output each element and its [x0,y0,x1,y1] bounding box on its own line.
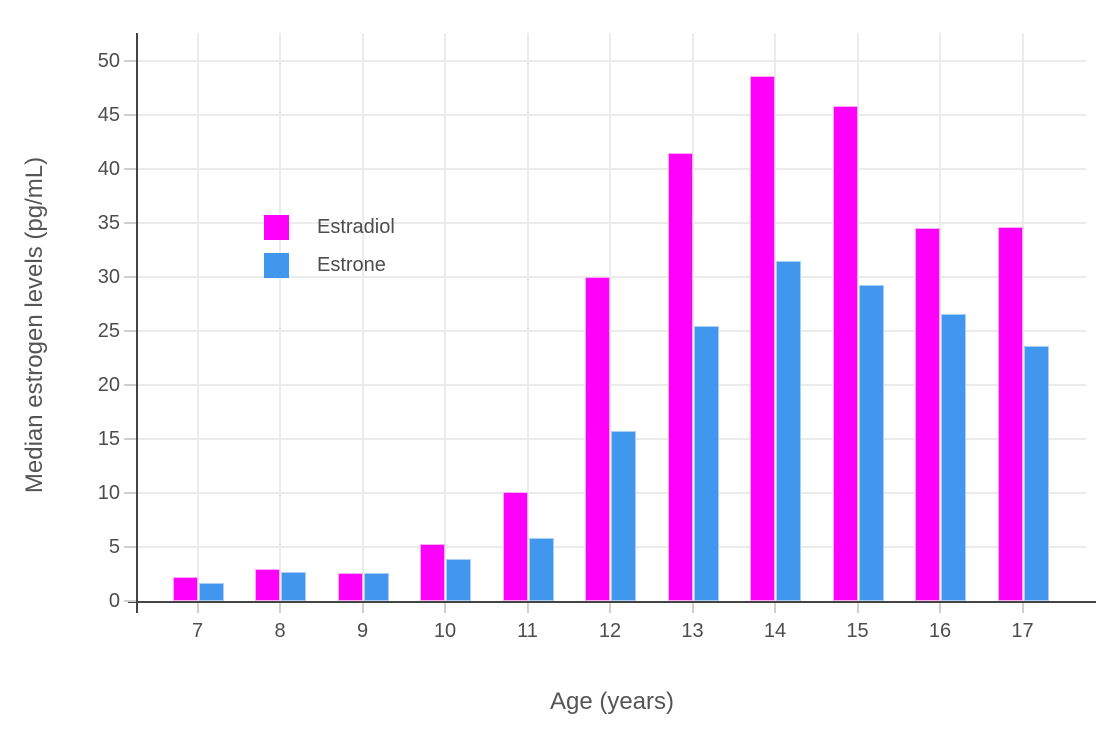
y-gridline [138,114,1086,117]
x-tick-label: 13 [681,620,704,642]
y-tick-mark [124,168,136,171]
x-tick-mark [856,603,859,613]
x-gridline [196,33,199,601]
y-tick-label: 40 [97,158,120,181]
bar-estradiol-age-12[interactable] [585,277,610,601]
x-tick-label: 10 [433,620,457,642]
y-tick-label: 0 [108,590,120,612]
y-tick-label: 5 [108,536,120,558]
y-gridline [138,222,1086,225]
y-gridline [138,384,1086,387]
x-gridline [609,33,611,601]
x-gridline [774,33,776,601]
bar-estrone-age-14[interactable] [776,260,801,601]
y-tick-label: 30 [97,266,120,289]
bar-estrone-age-15[interactable] [858,284,884,601]
x-tick-label: 11 [517,620,538,642]
x-tick-label: 14 [763,620,787,642]
x-tick-mark [279,603,281,613]
legend-item-estradiol[interactable]: Estradiol [264,215,395,240]
bar-estradiol-age-13[interactable] [667,152,693,601]
bar-estrone-age-17[interactable] [1023,346,1049,601]
bar-estrone-age-11[interactable] [528,538,554,601]
x-tick-label: 15 [846,620,869,642]
x-tick-mark [774,603,776,613]
x-tick-label: 16 [928,620,952,642]
bar-estrone-age-9[interactable] [363,572,389,601]
y-gridline [138,276,1086,279]
x-gridline [939,33,941,601]
plot-area: 0 5 10 15 20 25 30 35 40 45 50 7 8 9 10 11 12 13 14 15 16 17 … [98,33,1096,642]
x-gridline [526,33,529,601]
x-tick-mark [444,603,446,613]
x-tick-label: 7 [191,620,204,642]
bar-estrone-age-7[interactable] [198,582,224,601]
bar-estrone-age-16[interactable] [941,313,966,601]
bar-estradiol-age-7[interactable] [172,577,198,601]
y-tick-mark [124,384,136,387]
x-gridline [691,33,694,601]
bar-estrone-age-10[interactable] [446,558,471,601]
x-axis-title: Age (years) [549,688,675,715]
legend: Estradiol Estrone [264,215,395,291]
y-tick-mark [124,438,136,441]
y-tick-mark [124,222,136,225]
bar-estradiol-age-9[interactable] [337,572,363,601]
x-tick-mark [939,603,941,613]
x-tick-mark [609,603,611,613]
y-tick-mark [124,330,136,333]
y-tick-label: 45 [97,104,120,127]
bar-estrone-age-12[interactable] [611,431,636,601]
y-gridline [138,330,1086,333]
x-tick-label: 9 [356,620,369,642]
y-tick-label: 35 [97,212,120,235]
bar-estradiol-age-8[interactable] [255,568,280,601]
x-tick-mark [691,603,694,613]
x-gridline [444,33,446,601]
bar-estrone-age-8[interactable] [281,571,306,601]
x-tick-label: 8 [274,620,286,642]
x-gridline [1021,33,1024,601]
bar-estradiol-age-10[interactable] [420,543,445,601]
x-tick-label: 17 [1011,620,1034,642]
y-tick-mark [124,546,136,548]
estrone-legend-label: Estrone [317,254,386,276]
x-gridline [856,33,859,601]
y-axis-title: Median estrogen levels (pg/mL) [21,156,48,494]
bar-estradiol-age-17[interactable] [997,227,1023,601]
legend-item-estrone[interactable]: Estrone [264,253,395,278]
bar-estradiol-age-11[interactable] [502,491,528,601]
y-tick-mark [124,276,136,279]
bar-estrone-age-13[interactable] [693,325,719,601]
y-tick-label: 15 [97,428,120,451]
y-tick-label: 10 [97,482,120,504]
x-tick-mark [526,603,529,613]
y-tick-label: 50 [97,50,120,73]
x-tick-mark [196,603,199,613]
y-tick-mark [124,60,136,63]
bar-estradiol-age-16[interactable] [915,228,940,601]
y-tick-label: 20 [97,374,120,397]
estradiol-legend-swatch [264,215,289,240]
x-tick-mark [1021,603,1024,613]
y-tick-label: 25 [97,320,120,343]
x-gridline [361,33,364,601]
x-axis-line [128,601,1096,603]
y-tick-mark [124,492,136,494]
y-axis-line [136,33,138,613]
y-tick-mark [124,600,136,602]
bar-estradiol-age-14[interactable] [750,76,775,601]
y-gridline [138,60,1086,63]
y-gridline [138,168,1086,171]
bar-estradiol-age-15[interactable] [832,106,858,601]
x-tick-mark [361,603,364,613]
y-tick-mark [124,114,136,117]
x-tick-label: 12 [598,620,622,642]
estrone-legend-swatch [264,253,289,278]
estradiol-legend-label: Estradiol [317,216,395,238]
x-gridline [279,33,281,601]
